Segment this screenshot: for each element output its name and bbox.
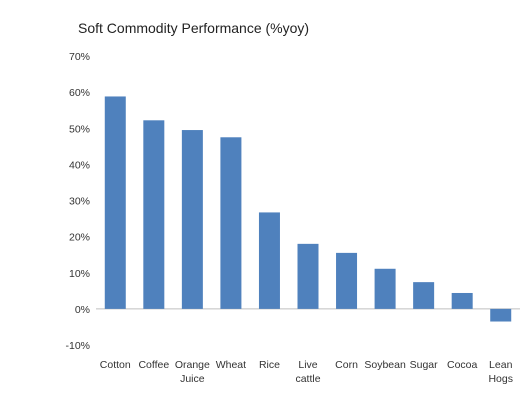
x-category-label: Wheat [216, 359, 246, 371]
y-axis-labels: -10% 0% 10% 20% 30% 40% 50% 60% 70% [65, 51, 90, 352]
bar-sugar [413, 282, 435, 309]
x-category-label: Corn [335, 359, 358, 371]
y-tick-label: 30% [69, 196, 90, 208]
x-category-label: Cotton [100, 359, 131, 371]
x-category-label: Rice [259, 359, 280, 371]
x-category-label: Sugar [410, 359, 439, 371]
y-tick-label: 50% [69, 123, 90, 135]
bar-rice [258, 212, 280, 309]
y-tick-label: 60% [69, 87, 90, 99]
y-tick-label: 0% [75, 304, 90, 316]
x-category-label: Soybean [364, 359, 406, 371]
y-tick-label: 20% [69, 232, 90, 244]
x-axis-labels: Cotton Coffee Orange Juice Wheat Rice Live catt… [100, 359, 513, 385]
x-category-label: Live cattle [295, 359, 320, 385]
bar-wheat [220, 137, 242, 309]
y-tick-label: 40% [69, 159, 90, 171]
y-tick-label: -10% [65, 340, 90, 352]
bar-lean-hogs [490, 308, 512, 322]
x-category-label: Coffee [138, 359, 169, 371]
x-category-label: Lean Hogs [488, 359, 513, 385]
x-category-label: Cocoa [447, 359, 478, 371]
bar-orange-juice [181, 130, 203, 309]
y-tick-label: 70% [69, 51, 90, 63]
bar-live-cattle [297, 243, 319, 309]
bar-cotton [104, 96, 126, 309]
x-category-label: Orange Juice [175, 359, 210, 385]
bar-cocoa [451, 292, 473, 309]
bars [104, 96, 512, 322]
bar-soybean [374, 268, 396, 309]
bar-corn [336, 252, 358, 309]
chart-title: Soft Commodity Performance (%yoy) [78, 20, 310, 36]
bar-coffee [143, 120, 165, 309]
y-tick-label: 10% [69, 268, 90, 280]
